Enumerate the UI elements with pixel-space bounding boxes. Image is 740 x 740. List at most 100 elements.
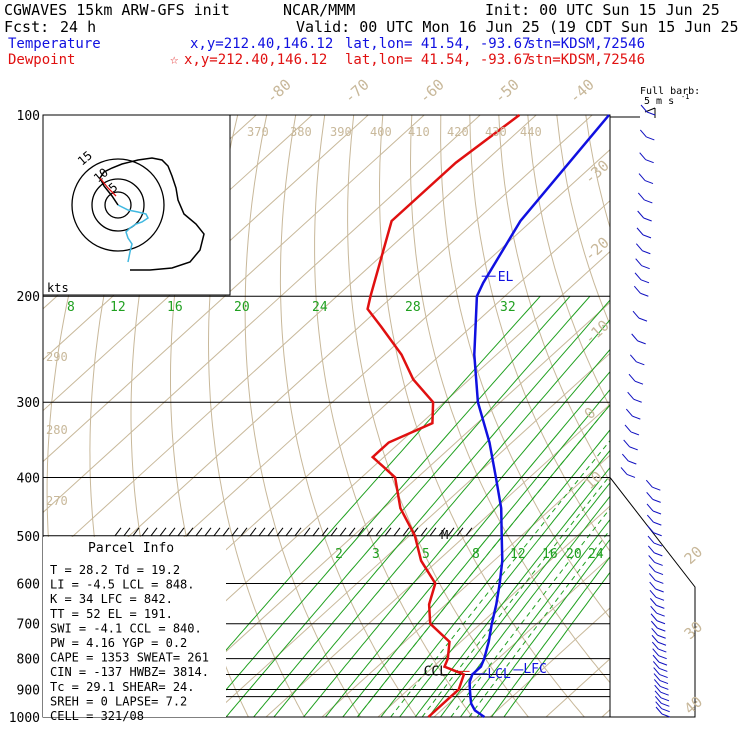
theta-label: 420 (447, 125, 469, 139)
wind-barb (627, 391, 635, 400)
wind-barb (658, 655, 667, 660)
tick-mark (420, 527, 428, 537)
isotherm-label: -40 (566, 75, 598, 107)
parcel-row: K = 34 LFC = 842. (50, 592, 173, 606)
wind-barb (647, 525, 655, 534)
wind-barb (653, 542, 663, 547)
wind-barb (640, 104, 648, 113)
wind-barb (660, 691, 669, 696)
dry-adiabat-line (585, 115, 610, 230)
isotherm-line (43, 115, 593, 615)
mixing-ratio-line (414, 466, 610, 717)
parcel-box (43, 537, 226, 717)
mixing-ratio-line (390, 439, 610, 717)
lfc-label: LFC (523, 662, 546, 677)
parcel-row: PW = 4.16 YGP = 0.2 (50, 636, 187, 650)
wind-barb (649, 581, 657, 590)
parcel-row: CELL = 321/08 (50, 709, 144, 723)
tick-mark (195, 527, 203, 537)
wind-barb (646, 111, 656, 116)
parcel-row: LI = -4.5 LCL = 848. (50, 578, 195, 592)
wind-barb (624, 424, 632, 433)
parcel-title: Parcel Info (88, 541, 174, 556)
wind-barb (650, 613, 658, 622)
dry-adiabat-line (702, 115, 740, 717)
pressure-label: 400 (17, 471, 40, 486)
wind-barb (655, 588, 664, 593)
hodograph-box (42, 114, 231, 296)
temperature-curve (468, 114, 610, 719)
parcel-row: CAPE = 1353 SWEAT= 261 (50, 651, 209, 665)
tick-mark (321, 527, 329, 537)
wind-barb (645, 479, 653, 488)
hodograph-trace-low (117, 204, 149, 263)
wind-barb (628, 460, 637, 465)
dry-adiabat-line (469, 115, 610, 553)
wind-barb (659, 680, 669, 685)
wind-barb (632, 415, 641, 420)
isotherm-line (433, 556, 610, 717)
isotherm-line (545, 658, 610, 717)
wind-barb (653, 532, 662, 537)
dry-adiabat-line (440, 115, 610, 619)
tick-mark (402, 527, 410, 537)
wind-barb (637, 192, 645, 201)
tick-mark (294, 527, 302, 537)
wind-barb (654, 684, 662, 693)
dewpoint-curve (366, 113, 521, 718)
mixing-ratio-line (202, 295, 571, 717)
tick-mark (222, 527, 230, 537)
tick-mark (366, 527, 374, 537)
wind-barb (640, 292, 649, 297)
theta-label: 280 (46, 423, 68, 437)
wind-barb (652, 661, 660, 669)
star-icon: ☆ (170, 52, 179, 68)
wind-barb (620, 467, 628, 475)
wind-barb (635, 258, 643, 266)
wind-barb (656, 620, 666, 625)
wind-barb (654, 561, 663, 566)
isotherm-line (43, 115, 425, 463)
tick-mark (375, 527, 383, 537)
mixing-ratio-line (490, 556, 610, 717)
wind-barb (621, 453, 629, 462)
tick-mark (393, 527, 401, 537)
pressure-label: 300 (17, 396, 40, 411)
wind-barb (650, 605, 658, 614)
wind-barb (646, 503, 654, 512)
tick-mark (267, 527, 275, 537)
wind-barb (633, 398, 642, 403)
isotherm-label: -20 (581, 233, 613, 265)
mixing-ratio-label: 2 (335, 547, 343, 562)
wind-barb (631, 333, 639, 342)
isotherm-label: -30 (581, 156, 613, 188)
mixing-ratio-label: 28 (405, 300, 421, 315)
wind-barb (648, 555, 656, 563)
dry-adiabat-line (498, 115, 610, 483)
wind-barb (657, 641, 667, 646)
wind-barb (625, 408, 633, 417)
temperature-latlon: lat,lon= 41.54, -93.67 (345, 36, 531, 52)
tick-mark (303, 527, 311, 537)
wind-barb (647, 545, 655, 554)
isotherm-line (209, 352, 610, 717)
tick-mark (141, 527, 149, 537)
wind-barb (646, 514, 654, 523)
tick-mark (339, 527, 347, 537)
wind-barb (660, 697, 670, 702)
tick-mark (312, 527, 320, 537)
temperature-legend: Temperature (8, 36, 101, 52)
dewpoint-stn: stn=KDSM,72546 (527, 52, 646, 68)
isotherm-label: -80 (263, 75, 295, 107)
lcl-label: LCL (487, 667, 511, 682)
theta-label: 430 (485, 125, 507, 139)
wind-barb (652, 486, 661, 491)
pressure-label: 100 (17, 109, 40, 124)
isotherm-line (43, 115, 369, 412)
wind-barb (653, 679, 661, 687)
wind-barb (639, 129, 647, 138)
parcel-row: Tc = 29.1 SHEAR= 24. (50, 680, 195, 694)
parcel-row: T = 28.2 Td = 19.2 (50, 563, 180, 577)
wind-barb (655, 701, 663, 710)
